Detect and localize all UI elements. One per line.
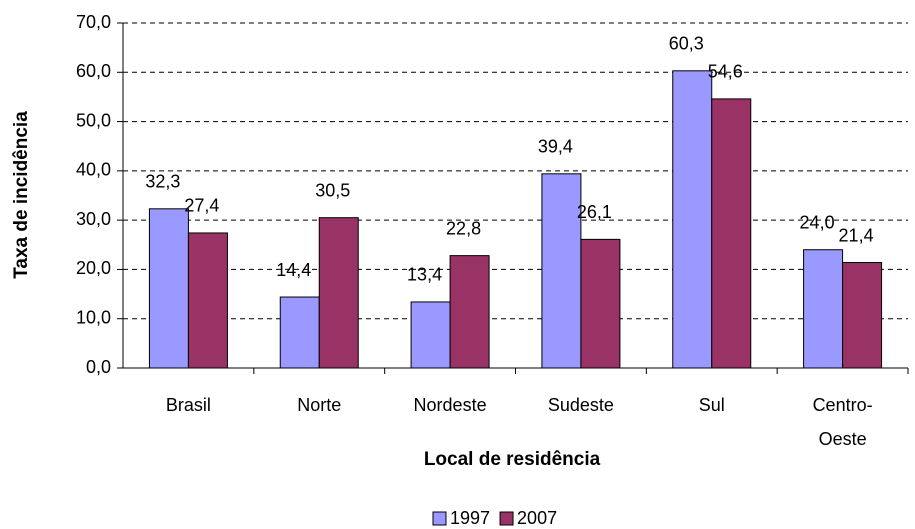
x-tick-label: Nordeste xyxy=(414,395,487,415)
y-tick-label: 60,0 xyxy=(76,61,111,81)
x-tick-label: Centro-Oeste xyxy=(813,395,873,449)
bar xyxy=(449,255,490,369)
value-label: 32,3 xyxy=(145,172,180,192)
value-label: 39,4 xyxy=(538,137,573,157)
y-tick-label: 10,0 xyxy=(76,307,111,327)
bar xyxy=(672,70,713,369)
value-label: 21,4 xyxy=(839,225,874,245)
bar xyxy=(148,208,189,369)
y-tick-label: 0,0 xyxy=(86,357,111,377)
y-tick-label: 50,0 xyxy=(76,110,111,130)
y-axis-title: Taxa de incidência xyxy=(11,111,32,279)
legend-label: 1997 xyxy=(450,508,490,528)
bar xyxy=(279,296,320,369)
bar xyxy=(803,249,844,369)
bar xyxy=(842,262,883,369)
x-tick-label: Norte xyxy=(297,395,341,415)
y-tick-label: 20,0 xyxy=(76,258,111,278)
legend-label: 2007 xyxy=(517,508,557,528)
bar xyxy=(580,238,621,369)
x-tick-label: Sudeste xyxy=(548,395,614,415)
bar xyxy=(187,232,228,369)
legend-swatch xyxy=(432,511,447,526)
bar xyxy=(410,301,451,369)
x-tick-label: Brasil xyxy=(166,395,211,415)
value-label: 22,8 xyxy=(446,218,481,238)
y-tick-label: 70,0 xyxy=(76,12,111,32)
value-label: 14,4 xyxy=(276,260,311,280)
bar xyxy=(318,217,359,369)
x-tick-label: Sul xyxy=(699,395,725,415)
value-label: 13,4 xyxy=(407,265,442,285)
value-label: 27,4 xyxy=(184,196,219,216)
value-label: 60,3 xyxy=(669,34,704,54)
value-label: 30,5 xyxy=(315,180,350,200)
y-tick-label: 30,0 xyxy=(76,209,111,229)
y-tick-label: 40,0 xyxy=(76,160,111,180)
x-axis-title: Local de residência xyxy=(424,449,601,470)
value-label: 26,1 xyxy=(577,202,612,222)
value-label: 54,6 xyxy=(708,62,743,82)
bar xyxy=(711,98,752,369)
legend-swatch xyxy=(499,511,514,526)
bar xyxy=(541,173,582,369)
value-label: 24,0 xyxy=(800,212,835,232)
